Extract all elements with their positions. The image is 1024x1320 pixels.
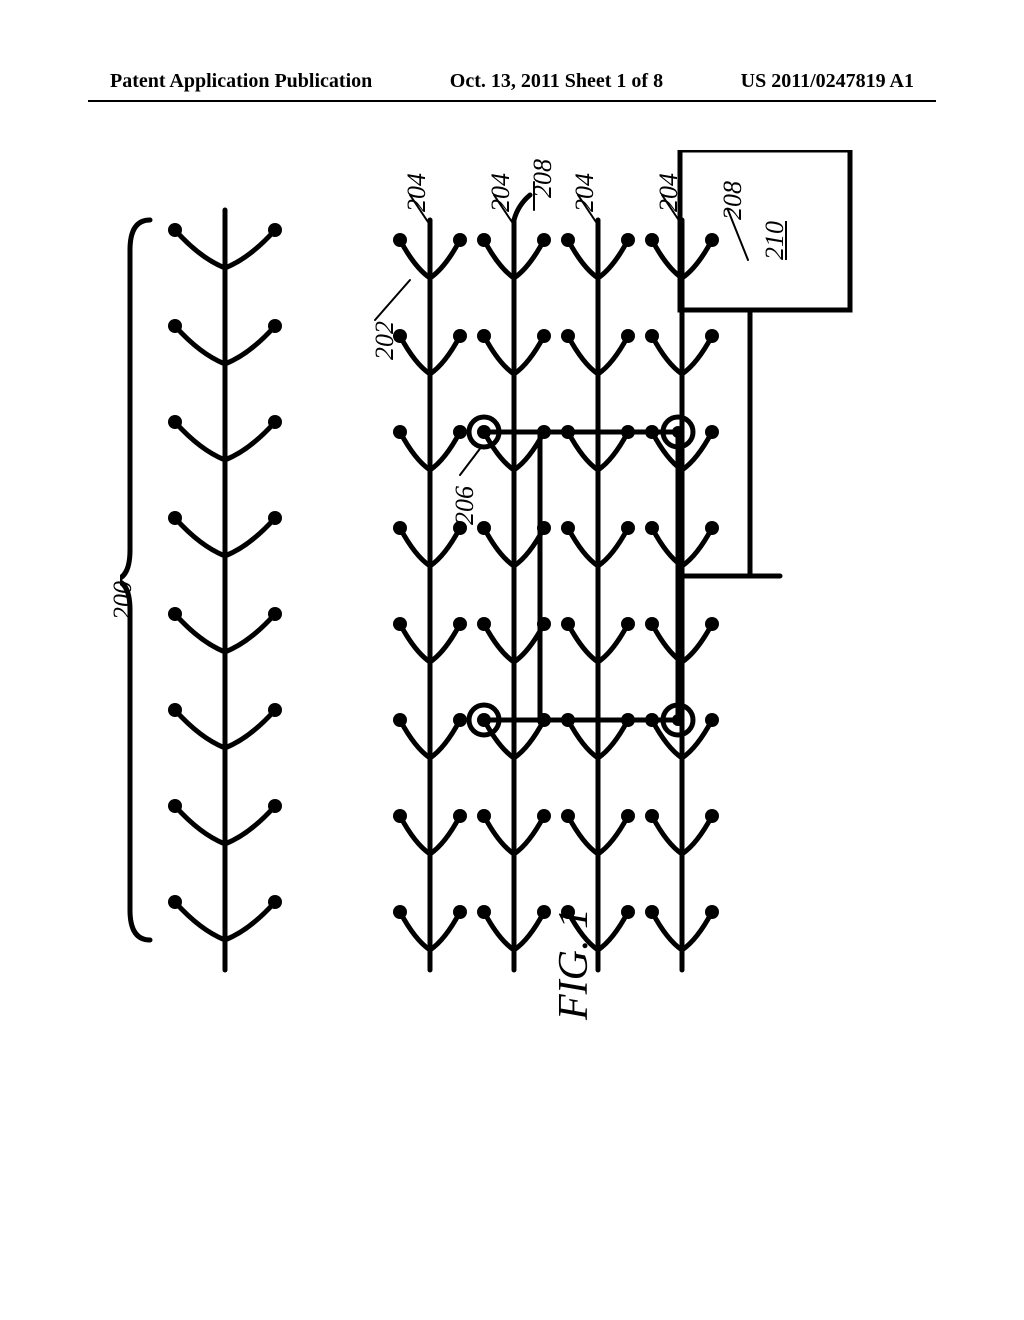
label-202: 202 xyxy=(370,321,400,360)
header-center: Oct. 13, 2011 Sheet 1 of 8 xyxy=(450,70,663,93)
label-206: 206 xyxy=(450,486,480,525)
page: Patent Application Publication Oct. 13, … xyxy=(0,0,1024,1320)
label-204-a: 204 xyxy=(402,173,432,212)
label-204-d: 204 xyxy=(654,173,684,212)
label-200: 200 xyxy=(108,581,138,620)
page-header: Patent Application Publication Oct. 13, … xyxy=(0,70,1024,93)
header-rule xyxy=(88,100,936,102)
label-208-a: 208 xyxy=(528,159,558,198)
header-right: US 2011/0247819 A1 xyxy=(741,70,914,93)
label-210: 210 xyxy=(760,221,790,260)
label-204-b: 204 xyxy=(486,173,516,212)
label-204-c: 204 xyxy=(570,173,600,212)
figure-1: 200 202 204 204 204 204 206 208 208 210 … xyxy=(120,150,890,1030)
header-left: Patent Application Publication xyxy=(110,70,372,93)
label-208-b: 208 xyxy=(718,181,748,220)
figure-svg xyxy=(120,150,890,1030)
figure-caption: FIG. 1 xyxy=(550,908,598,1020)
